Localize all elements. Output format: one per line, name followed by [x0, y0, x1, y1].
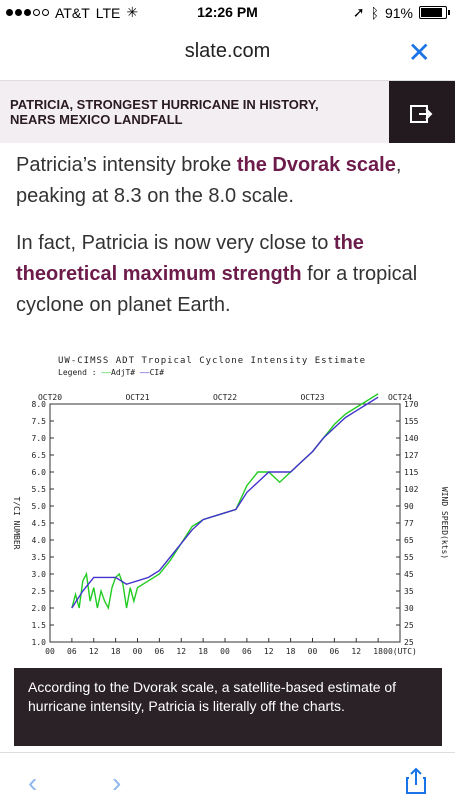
share-out-icon[interactable]	[389, 81, 455, 143]
bluetooth-icon: ᛒ	[370, 4, 379, 21]
x-tick-label: 00	[45, 647, 55, 656]
status-left: AT&T LTE ✳	[6, 4, 138, 21]
network-label: LTE	[95, 4, 121, 21]
right-tick-label: 170	[404, 400, 419, 409]
y-tick-label: 4.0	[32, 536, 47, 545]
y-tick-label: 3.0	[32, 570, 47, 579]
plot-frame	[49, 403, 401, 643]
x-tick-label: 12	[351, 647, 361, 656]
right-tick-label: 77	[404, 519, 414, 528]
time-label: 12:26 PM	[197, 4, 258, 20]
article-body: Patricia’s intensity broke the Dvorak sc…	[16, 150, 446, 337]
right-tick-label: 55	[404, 553, 414, 562]
x-tick-label: 12	[264, 647, 274, 656]
right-tick-label: 90	[404, 502, 414, 511]
battery-label: 91%	[384, 4, 413, 21]
x-tick-label: 06	[67, 647, 77, 656]
loading-icon: ✳	[126, 4, 139, 20]
y-tick-label: 7.0	[32, 434, 47, 443]
x-tick-label: 06	[330, 647, 340, 656]
right-tick-label: 155	[404, 417, 419, 426]
p2-suffix: for a tropical cyclone on planet Earth.	[16, 263, 418, 316]
date-label: OCT24	[388, 393, 412, 402]
right-tick-label: 65	[404, 536, 414, 545]
url-bar: slate.com ✕	[0, 26, 455, 78]
y-tick-label: 6.5	[32, 451, 47, 460]
x-tick-label: 18	[198, 647, 208, 656]
forward-chevron-icon[interactable]: ›	[112, 767, 122, 798]
legend-series-2: CI#	[149, 368, 165, 377]
signal-icon	[6, 9, 49, 16]
x-tick-label: 18	[286, 647, 296, 656]
series-line-1	[71, 393, 379, 611]
p1-suffix: , peaking at 8.3 on the 8.0 scale.	[16, 154, 402, 207]
y-tick-label: 6.0	[32, 468, 47, 477]
right-axis-label: WIND SPEED(kts)	[440, 487, 449, 559]
right-tick-label: 140	[404, 434, 419, 443]
p2-text: In fact, Patricia is now very close to	[16, 232, 334, 254]
article-banner: PATRICIA, STRONGEST HURRICANE IN HISTORY…	[0, 80, 455, 143]
x-tick-label: 06	[242, 647, 252, 656]
share-icon[interactable]	[405, 767, 427, 802]
x-tick-label: 12	[89, 647, 99, 656]
y-tick-label: 8.0	[32, 400, 47, 409]
right-tick-label: 115	[404, 468, 419, 477]
status-bar: AT&T LTE ✳ 12:26 PM ➚ ᛒ 91%	[0, 0, 455, 24]
date-label: OCT20	[38, 393, 62, 402]
date-label: OCT22	[213, 393, 237, 402]
y-tick-label: 1.0	[32, 638, 47, 647]
y-tick-label: 5.5	[32, 485, 47, 494]
paragraph-1: Patricia’s intensity broke the Dvorak sc…	[16, 150, 446, 212]
y-tick-label: 2.5	[32, 587, 47, 596]
p1-text: Patricia’s intensity broke	[16, 154, 237, 176]
legend-series-1: AdjT#	[111, 368, 136, 377]
close-icon[interactable]: ✕	[407, 37, 431, 68]
image-caption: According to the Dvorak scale, a satelli…	[14, 668, 442, 746]
back-chevron-icon[interactable]: ‹	[28, 767, 38, 798]
date-label: OCT21	[125, 393, 149, 402]
y-tick-label: 5.0	[32, 502, 47, 511]
domain-label[interactable]: slate.com	[184, 40, 271, 62]
right-tick-label: 25	[404, 621, 414, 630]
legend-label: Legend :	[58, 368, 97, 377]
x-tick-label: 18	[111, 647, 121, 656]
x-tick-label: 06	[155, 647, 165, 656]
status-right: ➚ ᛒ 91%	[352, 4, 450, 21]
y-tick-label: 1.5	[32, 621, 47, 630]
x-tick-label: 00(UTC)	[383, 647, 417, 656]
chart-legend: Legend : ——AdjT# ——CI#	[58, 368, 165, 377]
banner-title[interactable]: PATRICIA, STRONGEST HURRICANE IN HISTORY…	[10, 97, 319, 127]
x-tick-label: 18	[373, 647, 383, 656]
dvorak-link[interactable]: the Dvorak scale	[236, 154, 396, 176]
battery-icon	[419, 6, 450, 19]
x-tick-label: 00	[133, 647, 143, 656]
chart-plot: 8.0 7.5 7.0 6.5 6.0 5.5 5.0 4.5 4.0 3.5 3.0 2.5 2.0 1…	[12, 393, 449, 656]
max-strength-link[interactable]: the theoretical maximum strength	[16, 232, 364, 285]
y-axis-label: T/CI NUMBER	[12, 497, 21, 550]
chart-title: UW-CIMSS ADT Tropical Cyclone Intensity …	[58, 356, 367, 366]
y-tick-label: 3.5	[32, 553, 47, 562]
y-tick-label: 4.5	[32, 519, 47, 528]
intensity-chart: UW-CIMSS ADT Tropical Cyclone Intensity …	[0, 356, 455, 676]
date-label: OCT23	[300, 393, 324, 402]
x-tick-label: 00	[220, 647, 230, 656]
paragraph-2: In fact, Patricia is now very close to t…	[16, 228, 446, 321]
location-icon: ➚	[352, 4, 365, 20]
browser-toolbar: ‹ ›	[0, 752, 455, 811]
right-tick-label: 45	[404, 570, 414, 579]
y-tick-label: 2.0	[32, 604, 47, 613]
right-tick-label: 35	[404, 587, 414, 596]
right-tick-label: 127	[404, 451, 419, 460]
right-tick-label: 102	[404, 485, 419, 494]
x-tick-label: 00	[308, 647, 318, 656]
x-tick-label: 12	[176, 647, 186, 656]
series-line-2	[71, 396, 379, 609]
right-tick-label: 25	[404, 638, 414, 647]
carrier-label: AT&T	[55, 4, 90, 21]
right-tick-label: 30	[404, 604, 414, 613]
y-tick-label: 7.5	[32, 417, 47, 426]
